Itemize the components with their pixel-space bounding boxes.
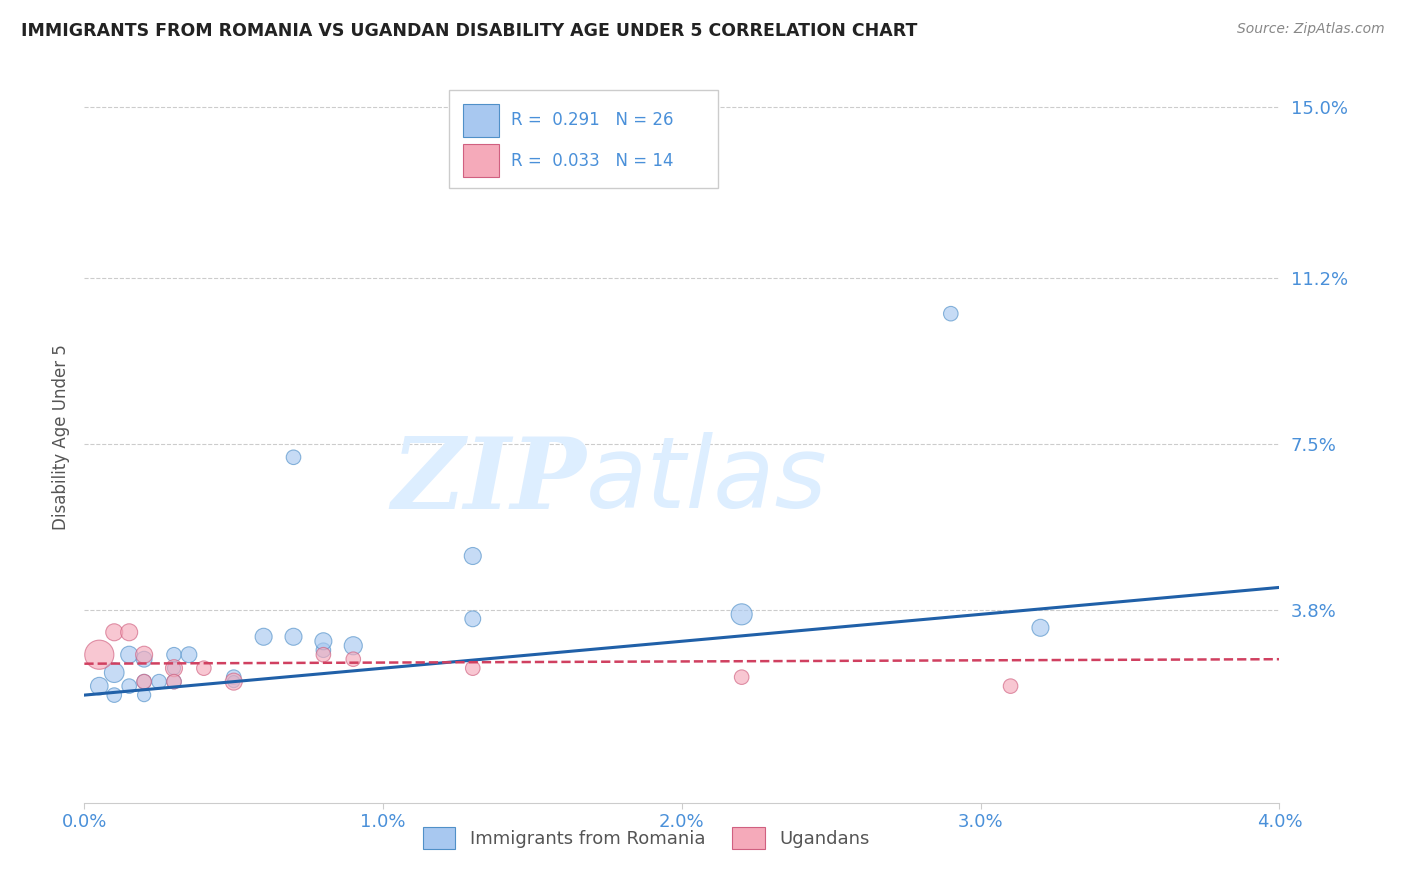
Point bbox=[461, 612, 484, 626]
Point bbox=[103, 625, 125, 640]
Text: R =  0.033   N = 14: R = 0.033 N = 14 bbox=[510, 152, 673, 169]
Point bbox=[103, 688, 125, 702]
Point bbox=[132, 674, 156, 689]
Text: ZIP: ZIP bbox=[391, 433, 586, 529]
Point bbox=[89, 679, 111, 693]
Point bbox=[118, 679, 141, 693]
Point bbox=[222, 674, 245, 689]
Point bbox=[312, 643, 335, 657]
Point bbox=[283, 450, 305, 465]
Point bbox=[731, 670, 754, 684]
Point bbox=[132, 648, 156, 662]
Point bbox=[132, 652, 156, 666]
Point bbox=[103, 665, 125, 680]
Point bbox=[132, 688, 156, 702]
Point bbox=[193, 661, 215, 675]
Point bbox=[461, 661, 484, 675]
Point bbox=[731, 607, 754, 622]
Legend: Immigrants from Romania, Ugandans: Immigrants from Romania, Ugandans bbox=[415, 820, 877, 856]
Point bbox=[163, 674, 186, 689]
Point bbox=[148, 674, 170, 689]
Point bbox=[163, 661, 186, 675]
Point bbox=[461, 549, 484, 563]
Point bbox=[939, 307, 962, 321]
Point bbox=[342, 639, 364, 653]
Point bbox=[118, 625, 141, 640]
Point bbox=[1000, 679, 1022, 693]
Point bbox=[132, 674, 156, 689]
Point bbox=[222, 670, 245, 684]
Point bbox=[253, 630, 276, 644]
Point bbox=[342, 652, 364, 666]
Point bbox=[118, 648, 141, 662]
FancyBboxPatch shape bbox=[449, 90, 718, 188]
FancyBboxPatch shape bbox=[463, 144, 499, 178]
FancyBboxPatch shape bbox=[463, 103, 499, 137]
Text: IMMIGRANTS FROM ROMANIA VS UGANDAN DISABILITY AGE UNDER 5 CORRELATION CHART: IMMIGRANTS FROM ROMANIA VS UGANDAN DISAB… bbox=[21, 22, 918, 40]
Point bbox=[312, 648, 335, 662]
Text: Source: ZipAtlas.com: Source: ZipAtlas.com bbox=[1237, 22, 1385, 37]
Point bbox=[312, 634, 335, 648]
Point bbox=[177, 648, 200, 662]
Point bbox=[163, 648, 186, 662]
Point bbox=[222, 674, 245, 689]
Text: atlas: atlas bbox=[586, 433, 828, 530]
Text: R =  0.291   N = 26: R = 0.291 N = 26 bbox=[510, 112, 673, 129]
Point bbox=[163, 674, 186, 689]
Point bbox=[283, 630, 305, 644]
Point bbox=[1029, 621, 1052, 635]
Y-axis label: Disability Age Under 5: Disability Age Under 5 bbox=[52, 344, 70, 530]
Point bbox=[163, 661, 186, 675]
Point bbox=[89, 648, 111, 662]
